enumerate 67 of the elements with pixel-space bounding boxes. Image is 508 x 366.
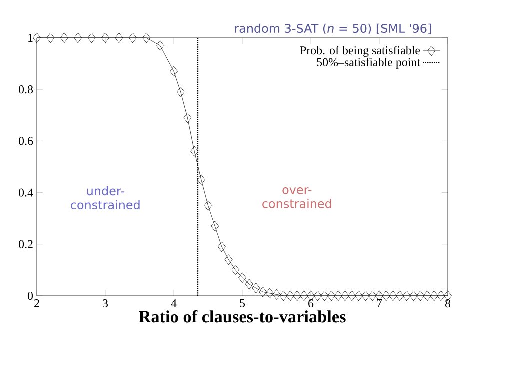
- legend-label: Prob. of being satisfiable: [300, 46, 420, 58]
- x-axis-title: Ratio of clauses-to-variables: [139, 310, 346, 323]
- point: [252, 283, 260, 294]
- point: [396, 290, 404, 302]
- point: [402, 290, 411, 302]
- point: [314, 290, 322, 302]
- point: [224, 254, 233, 266]
- point: [389, 290, 398, 302]
- point: [362, 290, 370, 302]
- point: [46, 32, 55, 44]
- point: [341, 290, 350, 302]
- annotation: over-constrained: [262, 188, 332, 208]
- y-tick-label: 0.2: [18, 240, 33, 248]
- point: [272, 290, 281, 300]
- point: [176, 86, 185, 98]
- point: [88, 32, 96, 44]
- chart-title: random 3-SAT (n = 50) [SML '96]: [235, 24, 432, 34]
- point: [218, 242, 226, 252]
- point: [334, 290, 342, 302]
- x-tick-label: 6: [308, 300, 314, 308]
- point: [238, 272, 246, 284]
- point: [142, 32, 151, 44]
- x-tick-label: 8: [445, 300, 451, 308]
- point: [190, 146, 198, 157]
- point: [300, 290, 308, 302]
- point: [33, 32, 41, 44]
- point: [232, 265, 240, 276]
- x-tick-label: 3: [103, 300, 108, 308]
- x-tick-label: 4: [171, 300, 177, 308]
- point: [197, 174, 206, 186]
- y-tick-label: 0.6: [18, 137, 34, 146]
- y-tick-label: 0: [28, 292, 34, 300]
- point: [128, 32, 137, 44]
- point: [368, 290, 377, 302]
- point: [430, 290, 438, 302]
- point: [293, 290, 302, 302]
- point: [410, 290, 418, 302]
- point: [156, 40, 164, 51]
- point: [184, 112, 192, 124]
- point: [382, 290, 390, 302]
- point: [424, 290, 432, 302]
- y-tick-label: 1: [28, 34, 33, 42]
- point: [259, 286, 267, 298]
- point: [416, 290, 425, 302]
- point: [348, 290, 356, 302]
- y-tick-label: 0.4: [18, 188, 34, 197]
- point: [211, 221, 220, 232]
- point: [328, 290, 336, 302]
- point: [245, 279, 254, 290]
- point: [204, 200, 212, 211]
- x-tick-label: 5: [240, 300, 246, 308]
- x-tick-label: 7: [377, 300, 382, 308]
- x-tick-label: 2: [34, 300, 40, 308]
- point: [320, 290, 329, 302]
- point: [286, 290, 294, 302]
- point: [115, 32, 124, 44]
- point: [102, 32, 110, 44]
- annotation: under-constrained: [71, 186, 140, 210]
- point: [60, 32, 68, 44]
- point: [280, 290, 288, 302]
- point: [170, 66, 178, 77]
- point: [355, 290, 363, 302]
- y-tick-label: 0.8: [18, 86, 34, 94]
- point: [437, 290, 446, 302]
- legend-label: 50%–satisfiable point: [317, 58, 420, 69]
- point: [74, 32, 82, 44]
- point: [266, 288, 274, 299]
